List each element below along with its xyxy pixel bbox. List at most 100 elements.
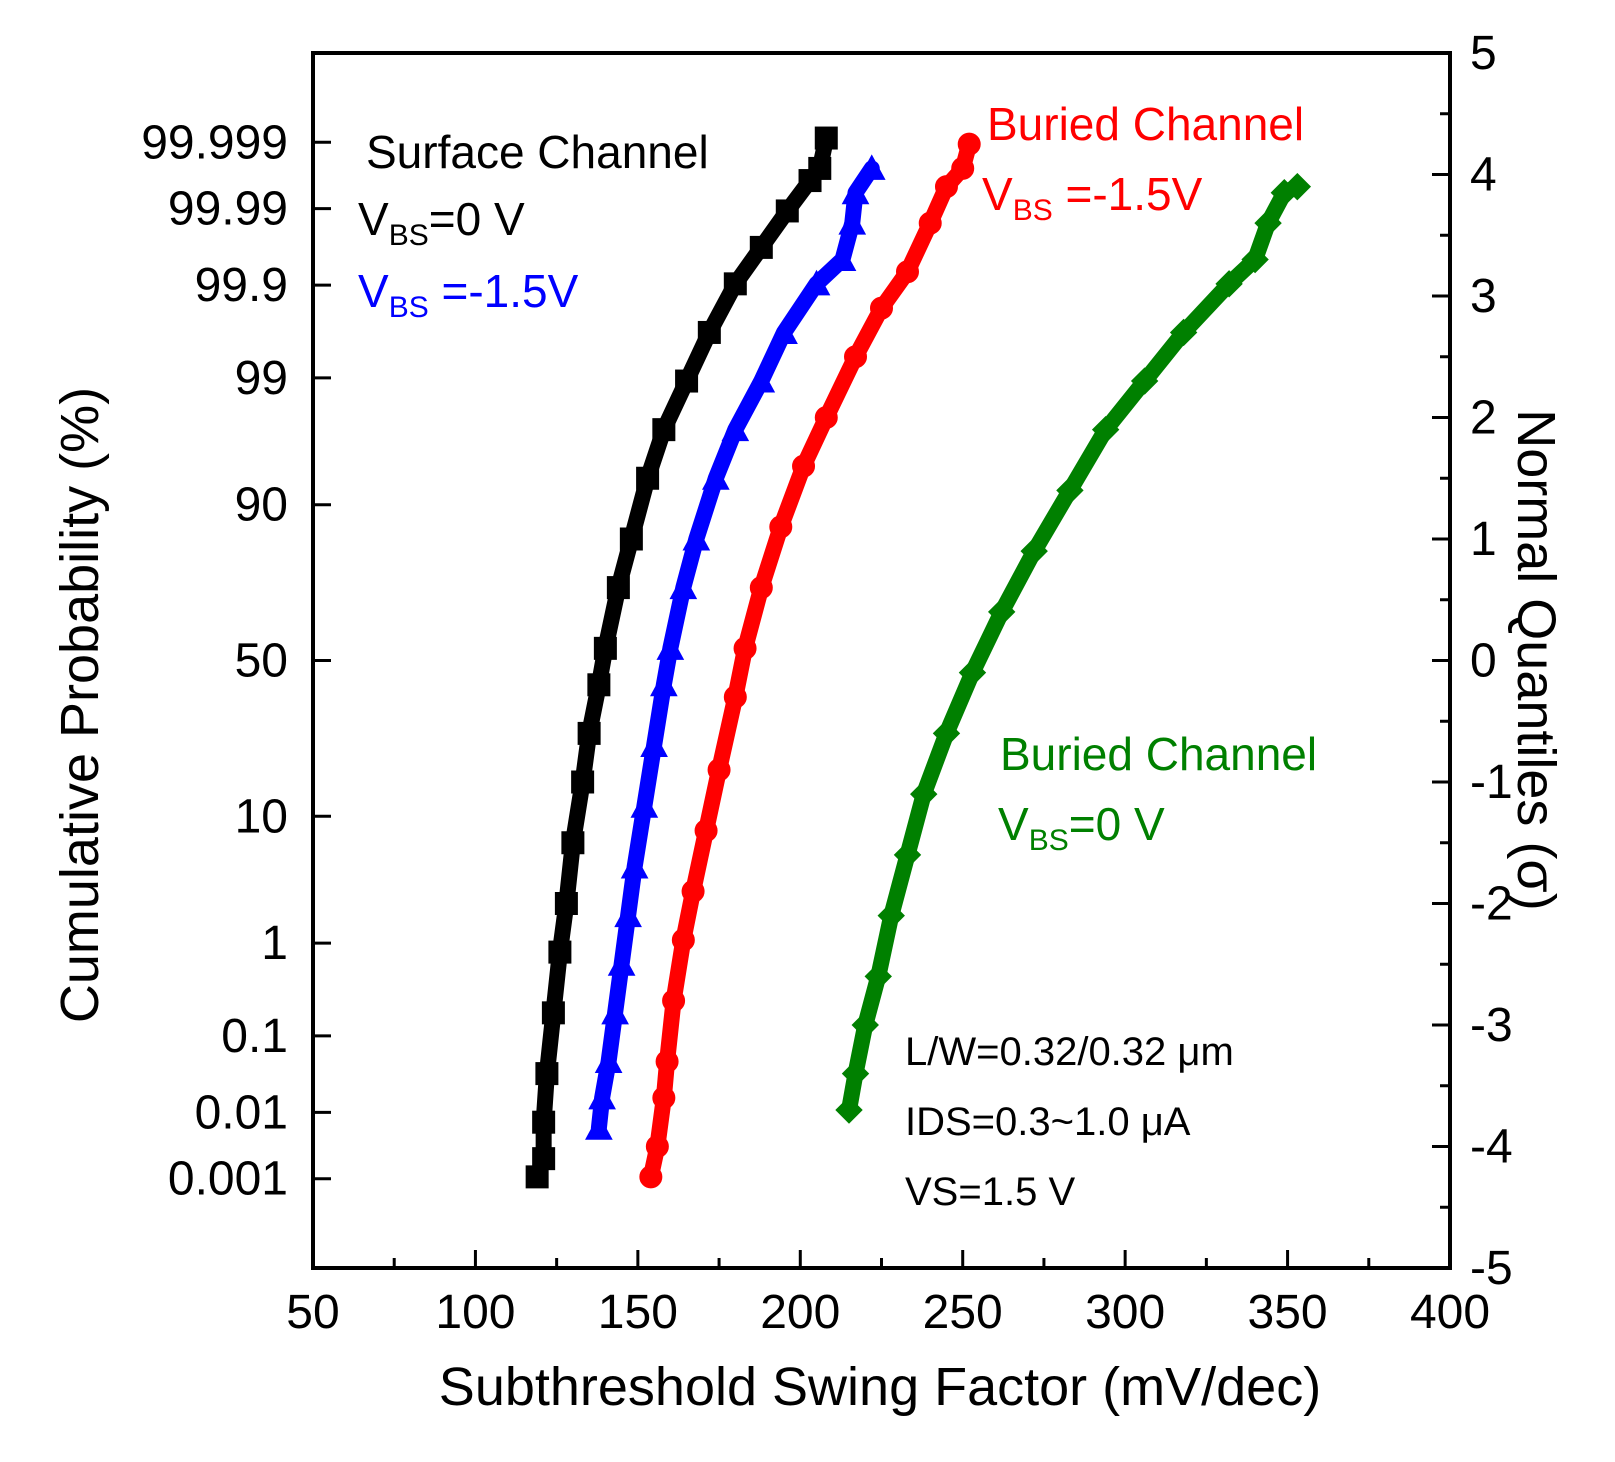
data-point [571,770,595,794]
data-point [639,1165,663,1189]
data-point [721,415,750,442]
data-point [1056,476,1084,505]
data-point [864,962,892,991]
data-point [585,1114,613,1140]
left-tick-label: 0.001 [168,1153,288,1206]
data-point [808,156,832,180]
data-point [918,211,942,235]
data-point [593,636,617,660]
data-point [681,879,705,903]
data-point [548,940,572,964]
right-tick-labels: 5 4 3 2 1 0 -1 -2 -3 -4 -5 [1470,27,1513,1295]
x-tick-label: 300 [1085,1286,1165,1339]
data-point [656,634,685,660]
left-tick-label: 90 [235,479,288,532]
surface-channel-label: Surface Channel [366,126,709,178]
data-point [1215,270,1243,298]
data-point [723,272,747,296]
left-tick-label: 99 [235,352,288,405]
surface-vbs0-label: VBS=0 V [358,193,525,252]
series-square [525,126,838,1189]
data-point [535,1062,559,1086]
x-tick-label: 200 [760,1286,840,1339]
right-tick-label: 2 [1470,392,1497,445]
data-point [701,464,730,490]
data-point [844,345,868,369]
left-tick-label: 1 [261,917,288,970]
buried-green-title: Buried Channel [1000,728,1317,780]
data-point [694,819,718,843]
buried-red-vbs-label: VBS =-1.5V [982,168,1203,227]
data-point [620,853,649,879]
series-band [590,160,880,1137]
data-point [838,209,867,235]
left-tick-label: 99.999 [141,116,288,169]
data-point [951,156,975,180]
data-point [733,636,757,660]
data-point [662,989,686,1013]
right-tick-label: 1 [1470,513,1497,566]
condition-vs: VS=1.5 V [905,1170,1075,1214]
data-point [987,598,1016,626]
data-point [532,1147,556,1171]
data-point [640,731,668,758]
data-point [792,454,816,478]
condition-ids: IDS=0.3~1.0 μA [905,1100,1191,1144]
data-point [601,998,629,1025]
data-point [1169,318,1198,347]
data-point [707,758,731,782]
data-point [1091,415,1120,444]
data-point [749,235,773,259]
data-point [1254,209,1282,237]
data-point [619,527,643,551]
left-tick-label: 99.9 [195,259,288,312]
data-point [1130,367,1159,395]
left-tick-label: 99.99 [168,183,288,236]
data-point [814,406,838,429]
x-tick-labels: 50 100 150 200 250 300 350 400 [286,1286,1490,1339]
series-diamond [835,172,1312,1124]
data-point [841,1059,870,1088]
series-triangle [585,154,886,1140]
right-tick-label: -2 [1470,878,1513,931]
data-point [532,1110,556,1134]
data-point [775,199,799,223]
data-point [910,780,938,808]
data-point [671,928,695,952]
data-point [636,466,660,490]
data-point [577,721,601,745]
x-axis-title: Subthreshold Swing Factor (mV/dec) [439,1357,1321,1417]
data-point [650,670,678,697]
series-circle [639,132,981,1189]
data-point [607,950,636,976]
data-point [957,132,981,156]
data-point [652,418,676,442]
x-tick-label: 150 [598,1286,678,1339]
right-tick-label: 5 [1470,27,1497,80]
data-point [723,685,747,709]
x-tick-label: 400 [1410,1286,1490,1339]
surface-vbs-neg-label: VBS =-1.5V [358,265,579,324]
data-point [895,260,919,284]
series-band [642,136,978,1185]
buried-green-vbs-label: VBS=0 V [998,798,1165,857]
right-tick-label: -1 [1470,756,1513,809]
data-point [749,576,773,600]
data-point [747,367,776,393]
data-point [870,296,893,320]
data-point [697,320,721,344]
data-point [851,1011,879,1039]
data-point [841,178,870,205]
right-tick-label: -4 [1470,1121,1513,1174]
x-tick-label: 250 [923,1286,1003,1339]
data-point [1283,172,1312,201]
series-layer [525,126,1312,1189]
data-point [893,841,922,869]
data-point [682,524,711,551]
left-tick-label: 0.1 [221,1010,288,1063]
data-point [770,318,798,344]
right-axis-title: Normal Quantiles (σ) [1506,409,1566,910]
data-point [857,154,886,180]
buried-red-title: Buried Channel [987,98,1304,150]
series-band [841,178,1306,1119]
